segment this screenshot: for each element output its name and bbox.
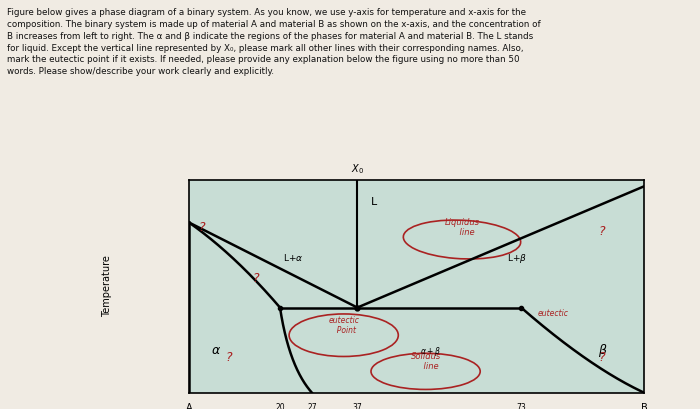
Text: $\alpha$: $\alpha$ <box>211 344 221 357</box>
Text: A: A <box>186 403 192 409</box>
Text: 27: 27 <box>307 403 316 409</box>
Text: Temperature: Temperature <box>102 255 112 317</box>
Text: Solidus
    line: Solidus line <box>410 352 441 371</box>
Text: L: L <box>371 198 377 207</box>
Text: $X_0$: $X_0$ <box>351 162 364 176</box>
Text: Liquidus
    line: Liquidus line <box>444 218 480 237</box>
Text: 73: 73 <box>517 403 526 409</box>
Text: ?: ? <box>225 351 232 364</box>
Text: $\alpha+\beta$: $\alpha+\beta$ <box>419 345 441 358</box>
Text: 20: 20 <box>275 403 285 409</box>
Text: ?: ? <box>198 221 204 234</box>
Text: ?: ? <box>253 272 259 285</box>
Text: ?: ? <box>598 225 605 238</box>
Text: Figure below gives a phase diagram of a binary system. As you know, we use y-axi: Figure below gives a phase diagram of a … <box>7 8 540 76</box>
Text: L+$\alpha$: L+$\alpha$ <box>284 252 304 263</box>
Text: L+$\beta$: L+$\beta$ <box>507 252 526 265</box>
Text: ?: ? <box>598 351 605 364</box>
Text: B: B <box>640 403 648 409</box>
Text: eutectic
  Point: eutectic Point <box>328 316 359 335</box>
Text: eutectic: eutectic <box>538 309 568 318</box>
Text: $\beta$: $\beta$ <box>598 342 608 360</box>
Text: 37: 37 <box>353 403 362 409</box>
